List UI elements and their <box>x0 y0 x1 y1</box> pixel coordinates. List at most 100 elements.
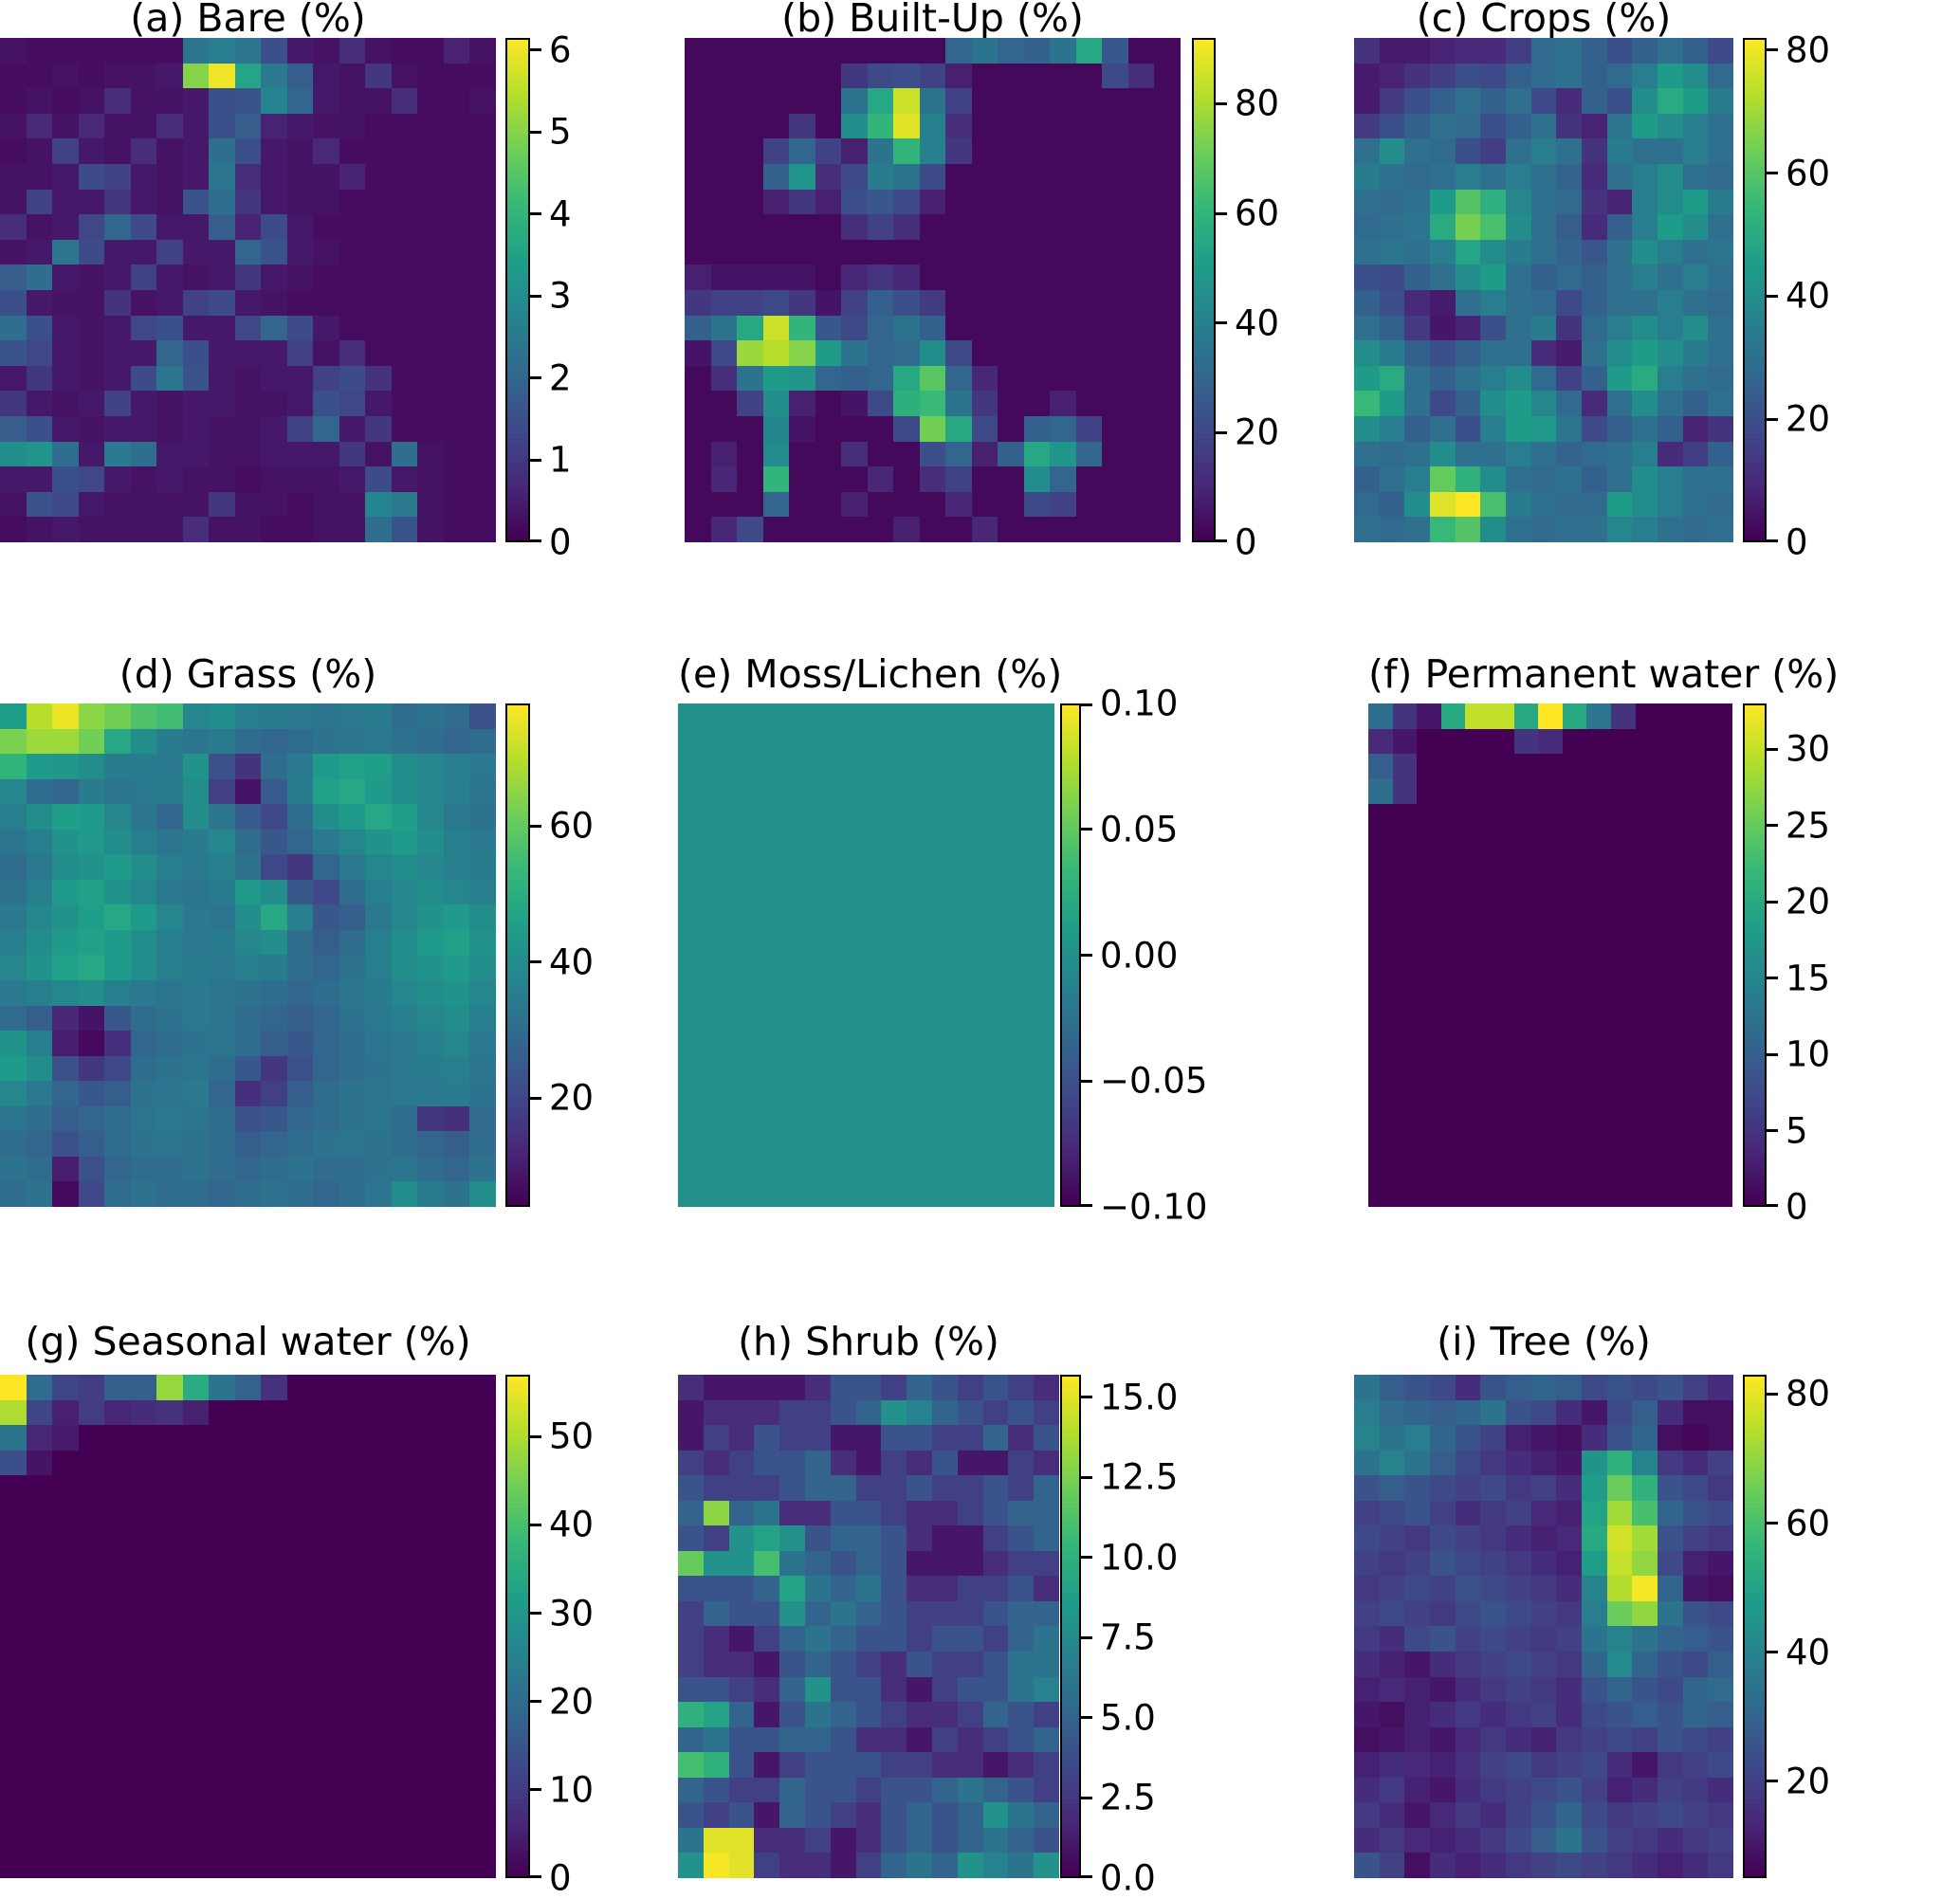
heatmap-cell <box>1455 189 1481 215</box>
heatmap-cell <box>286 904 314 930</box>
heatmap-cell <box>878 1105 905 1132</box>
heatmap-cell <box>1632 1827 1658 1853</box>
heatmap-cell <box>1556 1399 1582 1426</box>
colorbar-tick <box>530 294 541 298</box>
heatmap-cell <box>1632 1550 1658 1577</box>
heatmap-cell <box>1581 138 1607 164</box>
heatmap-cell <box>1682 38 1709 64</box>
heatmap-cell <box>1708 290 1733 316</box>
heatmap-cell <box>1004 955 1030 981</box>
heatmap-cell <box>78 113 105 139</box>
heatmap-cell <box>182 1031 210 1056</box>
heatmap-cell <box>1034 1802 1059 1828</box>
heatmap-cell <box>286 854 314 880</box>
heatmap-cell <box>234 929 262 956</box>
heatmap-cell <box>1050 138 1076 164</box>
heatmap-cell <box>234 1105 262 1132</box>
heatmap-cell <box>1127 214 1155 240</box>
heatmap-cell <box>156 1375 183 1400</box>
heatmap-cell <box>1556 441 1582 467</box>
heatmap-cell <box>1586 1055 1611 1082</box>
heatmap-cell <box>971 517 998 542</box>
heatmap-cell <box>313 1500 339 1526</box>
heatmap-cell <box>1586 754 1611 779</box>
heatmap-cell <box>339 1055 366 1082</box>
heatmap-cell <box>52 315 79 341</box>
heatmap-cell <box>26 517 53 542</box>
heatmap-cell <box>727 1156 754 1182</box>
heatmap-cell <box>130 1525 157 1551</box>
heatmap-cell <box>919 113 946 139</box>
heatmap-cell <box>313 491 339 518</box>
heatmap-cell <box>1632 340 1658 366</box>
heatmap-cell <box>1429 1752 1456 1778</box>
heatmap-cell <box>1008 1676 1035 1703</box>
heatmap-cell <box>391 955 418 981</box>
heatmap-cell <box>209 1827 235 1853</box>
heatmap-cell <box>1657 1550 1683 1577</box>
heatmap-cell <box>443 1156 470 1182</box>
heatmap-cell <box>104 1777 131 1803</box>
heatmap-cell <box>391 1652 418 1677</box>
heatmap-cell <box>1682 315 1709 341</box>
heatmap-cell <box>1632 1626 1658 1652</box>
heatmap-cell <box>1050 416 1076 442</box>
heatmap-cell <box>727 728 754 755</box>
heatmap-cell <box>1354 1726 1380 1753</box>
heatmap-cell <box>1635 1005 1660 1032</box>
heatmap-cell <box>945 38 972 64</box>
heatmap-cell <box>1480 1525 1506 1551</box>
heatmap-cell <box>678 879 704 905</box>
heatmap-cell <box>1154 113 1181 139</box>
heatmap-cell <box>928 1055 955 1082</box>
heatmap-cell <box>26 1726 53 1753</box>
heatmap-cell <box>789 138 815 164</box>
heatmap-cell <box>104 1525 131 1551</box>
heatmap-cell <box>313 1752 339 1778</box>
heatmap-cell <box>1050 290 1076 316</box>
heatmap-cell <box>1429 138 1456 164</box>
heatmap-cell <box>1075 340 1103 366</box>
heatmap-cell <box>1379 1827 1405 1853</box>
heatmap-cell <box>391 854 418 880</box>
heatmap-cell <box>1008 1500 1035 1526</box>
heatmap-cell <box>1102 491 1128 518</box>
heatmap-cell <box>261 980 287 1006</box>
heatmap-cell <box>261 728 287 755</box>
heatmap-cell <box>286 315 314 341</box>
heatmap-cell <box>469 138 496 164</box>
heatmap-cell <box>945 164 972 190</box>
heatmap-cell <box>1581 365 1607 392</box>
heatmap-cell <box>286 517 314 542</box>
heatmap-cell <box>1556 1576 1582 1601</box>
heatmap-cell <box>417 854 444 880</box>
heatmap-cell <box>1581 1425 1607 1451</box>
heatmap-cell <box>881 1550 907 1577</box>
colorbar-tick <box>1081 828 1092 831</box>
heatmap-cell <box>1008 1450 1035 1476</box>
heatmap-cell <box>867 113 894 139</box>
heatmap-cell <box>104 265 131 290</box>
heatmap-cell <box>867 340 894 366</box>
heatmap-cell <box>1429 1853 1456 1878</box>
heatmap-cell <box>678 1652 704 1677</box>
heatmap-cell <box>982 1450 1009 1476</box>
heatmap-cell <box>803 879 829 905</box>
heatmap-cell <box>1368 879 1393 905</box>
heatmap-cell <box>954 1181 980 1207</box>
heatmap-cell <box>1404 1827 1430 1853</box>
heatmap-cell <box>0 365 27 392</box>
heatmap-cell <box>1008 1525 1035 1551</box>
heatmap-cell <box>443 728 470 755</box>
heatmap-cell <box>1632 63 1658 89</box>
heatmap-cell <box>881 1777 907 1803</box>
heatmap-cell <box>779 1576 805 1601</box>
heatmap-cell <box>130 1827 157 1853</box>
heatmap-cell <box>182 391 210 416</box>
heatmap-cell <box>234 391 262 416</box>
heatmap-cell <box>26 1702 53 1727</box>
heatmap-cell <box>979 1105 1005 1132</box>
heatmap-cell <box>52 63 79 89</box>
heatmap-cell <box>443 1055 470 1082</box>
heatmap-cell <box>391 1425 418 1451</box>
